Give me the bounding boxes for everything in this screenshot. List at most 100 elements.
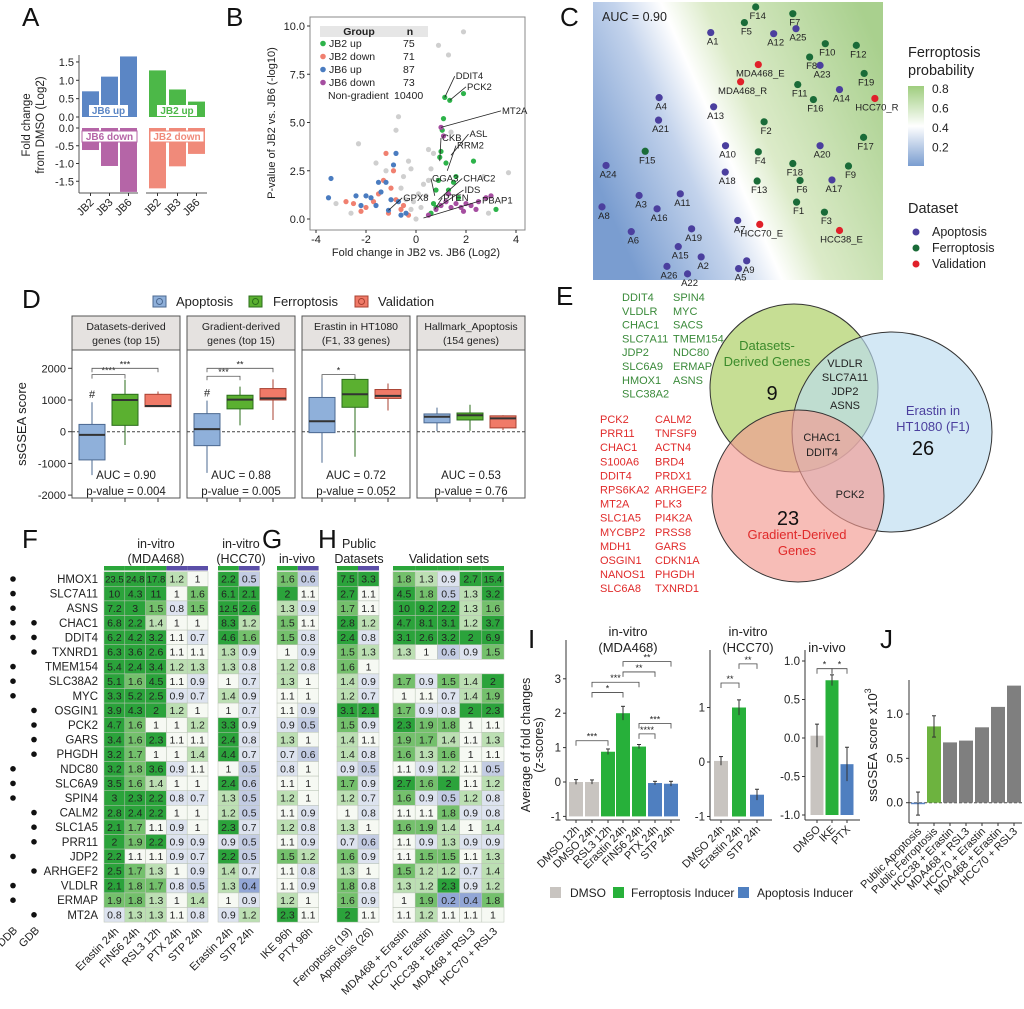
heatmap-value: 2.4 bbox=[221, 778, 236, 790]
legend-marker-ferroptosis bbox=[912, 244, 920, 252]
point-apoptosis bbox=[734, 265, 743, 273]
point-non-gradient bbox=[460, 29, 467, 35]
point-ferroptosis bbox=[844, 162, 853, 170]
legend-label: Apoptosis bbox=[932, 225, 987, 239]
block-title: (HCC70) bbox=[216, 552, 265, 566]
annotation-leader bbox=[449, 86, 467, 101]
heatmap-value: 0.9 bbox=[242, 691, 257, 703]
intersection-gene: JDP2 bbox=[832, 386, 859, 398]
x-tick-label: JB3 bbox=[162, 197, 184, 219]
x-tick-label: 2 bbox=[463, 234, 469, 246]
heatmap-value: 1 bbox=[153, 720, 159, 732]
panel-label-f: F bbox=[22, 524, 38, 554]
gradient-gene: PHGDH bbox=[655, 569, 695, 581]
ddb-marker bbox=[10, 766, 16, 772]
heatmap-value: 1 bbox=[423, 647, 429, 659]
heatmap-value: 2.2 bbox=[441, 603, 456, 615]
gene-label: NDC80 bbox=[60, 764, 98, 776]
facet-title: (154 genes) bbox=[443, 335, 499, 347]
heatmap-value: 3.6 bbox=[149, 764, 164, 776]
heatmap-value: 5.2 bbox=[128, 691, 143, 703]
gene-label: ERMAP bbox=[57, 895, 98, 907]
legend-key-dot bbox=[156, 298, 163, 305]
significance-label: *** bbox=[610, 673, 621, 683]
heatmap-value: 1.3 bbox=[149, 866, 164, 878]
heatmap-value: 1.1 bbox=[280, 866, 295, 878]
heatmap-value: 1.5 bbox=[340, 720, 355, 732]
heatmap-value: 2.2 bbox=[149, 807, 164, 819]
heatmap-value: 0.9 bbox=[169, 837, 184, 849]
heatmap-value: 3.4 bbox=[149, 661, 164, 673]
point-label: F2 bbox=[761, 126, 772, 137]
significance-bracket bbox=[591, 692, 624, 698]
heatmap-value: 1 bbox=[401, 895, 407, 907]
point-ferroptosis bbox=[794, 80, 802, 89]
heatmap-value: 1.4 bbox=[340, 676, 355, 688]
legend-key bbox=[738, 887, 749, 898]
heatmap-value: 1.2 bbox=[441, 866, 456, 878]
legend-group-name: JB2 down bbox=[329, 51, 375, 63]
heatmap-value: 1.8 bbox=[397, 574, 412, 586]
heatmap-value: 1.5 bbox=[441, 851, 456, 863]
heatmap-value: 1.8 bbox=[441, 720, 456, 732]
y-tick-label: 0.0 bbox=[886, 796, 903, 810]
heatmap-value: 0.5 bbox=[242, 764, 257, 776]
heatmap-value: 0.6 bbox=[441, 647, 456, 659]
point-apoptosis bbox=[654, 116, 663, 124]
gradient-gene: MDH1 bbox=[600, 541, 631, 553]
heatmap-value: 1.6 bbox=[128, 778, 143, 790]
point-apoptosis bbox=[674, 243, 682, 251]
gradient-gene: DDIT4 bbox=[600, 470, 632, 482]
set-count: 9 bbox=[766, 383, 777, 405]
heatmap-value: 1 bbox=[195, 807, 201, 819]
annotation-leader bbox=[444, 76, 456, 98]
heatmap-value: 3.2 bbox=[107, 764, 122, 776]
heatmap-value: 1.8 bbox=[340, 880, 355, 892]
datasets-gene: DDIT4 bbox=[622, 292, 654, 304]
heatmap-value: 1.1 bbox=[190, 734, 205, 746]
gdb-marker bbox=[31, 707, 37, 714]
facet-strip bbox=[71, 315, 181, 351]
gradient-gene: PRDX1 bbox=[655, 470, 692, 482]
point-jb6-down bbox=[483, 195, 489, 201]
heatmap-value: 1 bbox=[174, 895, 180, 907]
point-jb2-down bbox=[388, 185, 394, 191]
point-ferroptosis bbox=[641, 147, 649, 155]
heatmap-value: 0.9 bbox=[419, 705, 434, 717]
heatmap-value: 1.2 bbox=[486, 778, 501, 790]
heatmap-value: 2.3 bbox=[149, 734, 164, 746]
heatmap-value: 1.2 bbox=[361, 618, 376, 630]
heatmap-value: 4.5 bbox=[397, 588, 412, 600]
point-ferroptosis bbox=[796, 176, 804, 185]
point-ferroptosis bbox=[821, 40, 829, 48]
point-label: A3 bbox=[635, 199, 647, 210]
legend-group-name: Non-gradient bbox=[328, 90, 389, 102]
point-non-gradient bbox=[445, 52, 452, 58]
point-non-gradient bbox=[480, 173, 487, 180]
heatmap-value: 1 bbox=[468, 749, 474, 761]
gene-label: VLDLR bbox=[61, 881, 98, 893]
annotation-label: DDIT4 bbox=[456, 71, 483, 82]
subplot-title: in-vivo bbox=[808, 640, 846, 655]
heatmap-value: 1 bbox=[174, 866, 180, 878]
annotation-label: MT2A bbox=[502, 106, 528, 117]
heatmap-value: 1.2 bbox=[169, 661, 184, 673]
heatmap-value: 2.5 bbox=[149, 691, 164, 703]
point-apoptosis bbox=[734, 216, 742, 225]
class-bar-ferroptosis bbox=[218, 566, 239, 571]
heatmap-value: 0.7 bbox=[242, 676, 257, 688]
heatmap-value: 2.2 bbox=[221, 851, 236, 863]
heatmap-value: 1.2 bbox=[301, 851, 316, 863]
class-bar-ferroptosis bbox=[437, 566, 460, 571]
heatmap-value: 1.2 bbox=[242, 618, 257, 630]
annotation-label: PBAP1 bbox=[482, 196, 513, 207]
datasets-gene: SLC7A11 bbox=[622, 333, 668, 345]
point-label: A11 bbox=[674, 198, 690, 209]
heatmap-value: 1.7 bbox=[149, 880, 164, 892]
point-apoptosis bbox=[816, 142, 824, 150]
heatmap-value: 0.7 bbox=[190, 851, 205, 863]
point-jb6-up bbox=[393, 150, 399, 156]
point-label: F9 bbox=[845, 170, 856, 181]
ddb-marker bbox=[10, 590, 16, 597]
heatmap-value: 1.2 bbox=[441, 764, 456, 776]
